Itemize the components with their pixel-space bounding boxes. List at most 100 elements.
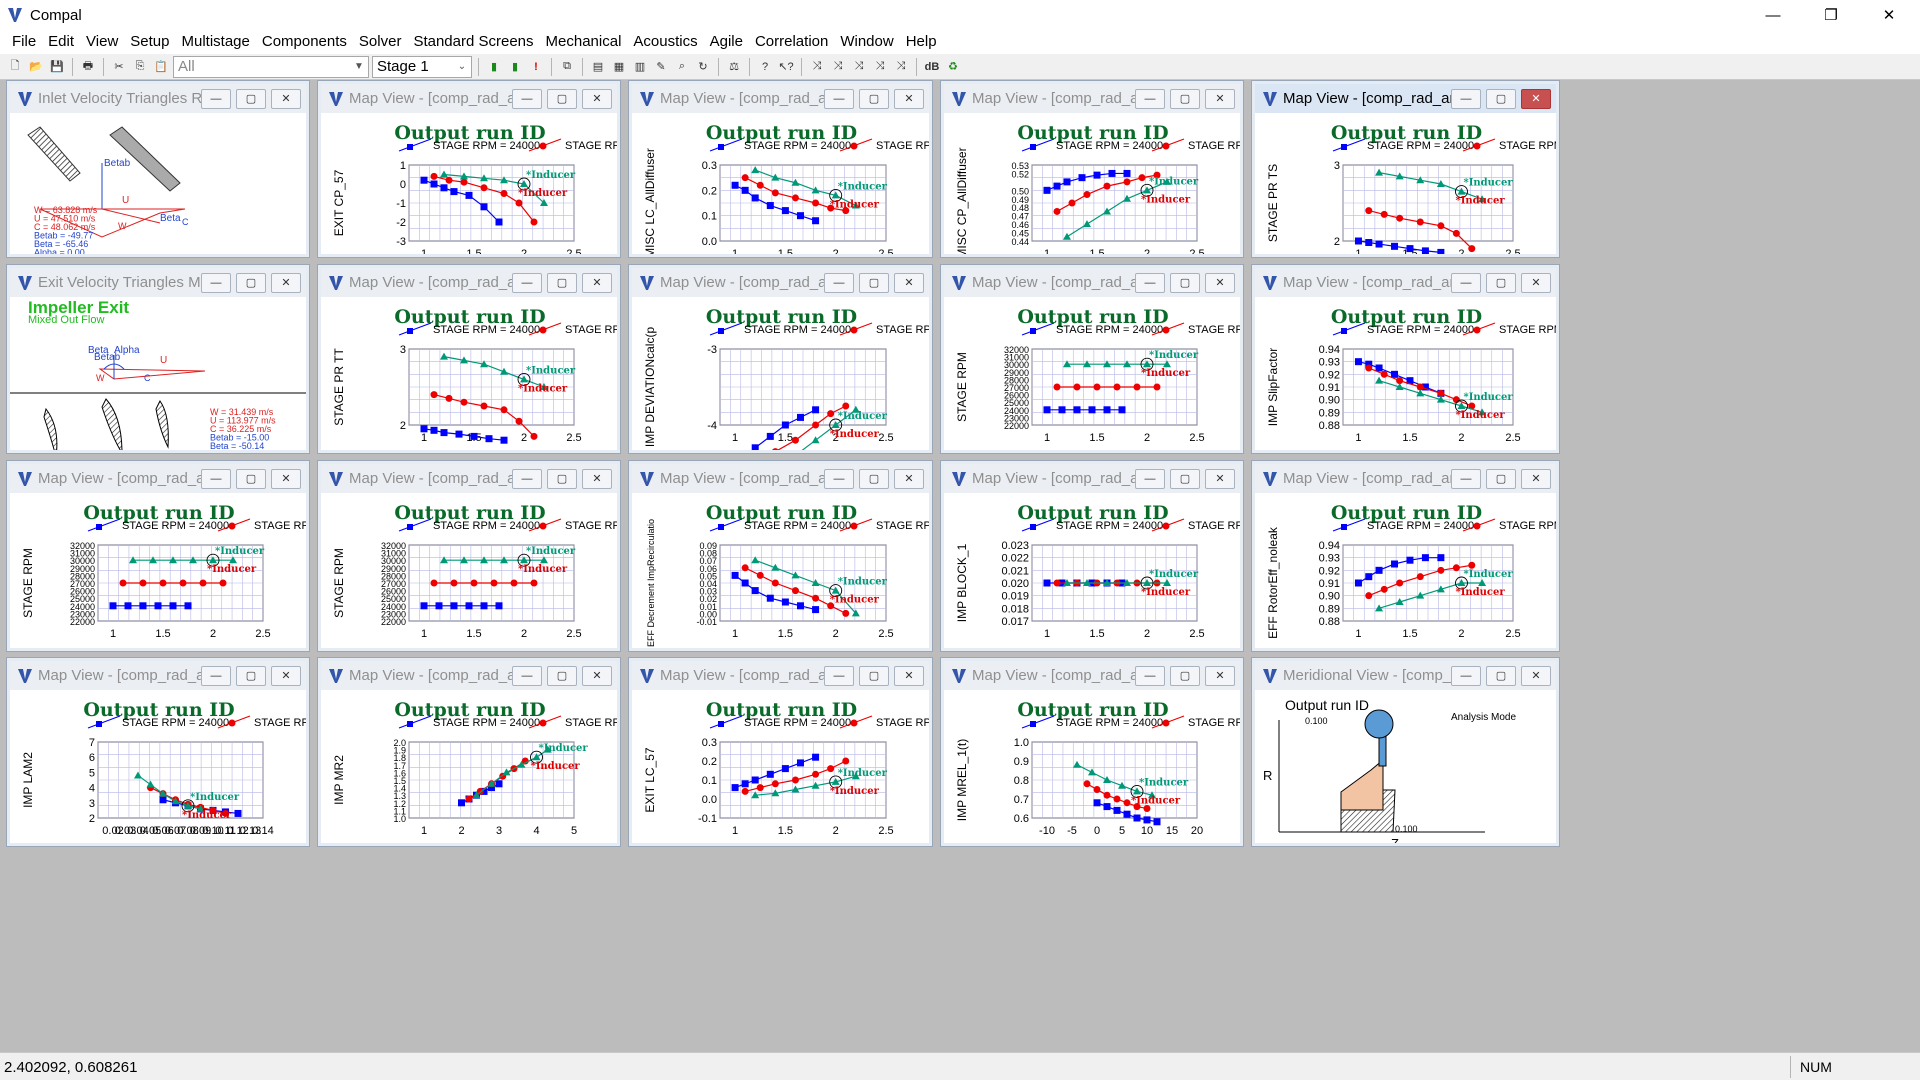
window-minimize-button[interactable]: — bbox=[512, 665, 542, 686]
window-caption[interactable]: Map View - [comp_rad_an...—▢✕ bbox=[10, 464, 306, 493]
map-icon-1[interactable]: ⤨ bbox=[812, 60, 822, 72]
recycle-icon[interactable]: ♻ bbox=[948, 61, 958, 73]
mdi-window-w16[interactable]: Map View - [comp_rad_an...—▢✕ Output run … bbox=[6, 657, 310, 847]
window-minimize-button[interactable]: — bbox=[512, 468, 542, 489]
window-close-button[interactable]: ✕ bbox=[894, 665, 924, 686]
window-caption[interactable]: Map View - [comp_rad_an...—▢✕ bbox=[632, 661, 929, 690]
balance-icon[interactable]: ⚖ bbox=[729, 61, 739, 73]
window-caption[interactable]: Map View - [comp_rad_an...—▢✕ bbox=[944, 268, 1240, 297]
mdi-window-w8[interactable]: Map View - [comp_rad_an...—▢✕ Output run … bbox=[628, 264, 933, 454]
mdi-window-w10[interactable]: Map View - [comp_rad_an...—▢✕ Output run … bbox=[1251, 264, 1560, 454]
window-maximize-button[interactable]: ▢ bbox=[1486, 88, 1516, 109]
mdi-window-w20[interactable]: Meridional View - [comp_... — ▢ ✕ Output run… bbox=[1251, 657, 1560, 847]
paste-icon[interactable]: 📋 bbox=[154, 61, 168, 73]
window-minimize-button[interactable]: — bbox=[201, 272, 231, 293]
window-close-button[interactable]: ✕ bbox=[582, 468, 612, 489]
window-close-button[interactable]: ✕ bbox=[1205, 88, 1235, 109]
menu-help[interactable]: Help bbox=[905, 33, 937, 50]
window-close-button[interactable]: ✕ bbox=[1521, 665, 1551, 686]
window-close-button[interactable]: ✕ bbox=[1205, 468, 1235, 489]
window-minimize-button[interactable]: — bbox=[1451, 665, 1481, 686]
decibel-button[interactable]: dB bbox=[924, 60, 940, 73]
print-icon[interactable]: 🖶 bbox=[82, 60, 94, 72]
window-close-button[interactable]: ✕ bbox=[271, 468, 301, 489]
restore-button[interactable]: ❐ bbox=[1824, 7, 1838, 24]
window-caption[interactable]: Map View - [comp_rad_an...—▢✕ bbox=[10, 661, 306, 690]
run-green2-icon[interactable]: ▮ bbox=[511, 61, 519, 73]
window-close-button[interactable]: ✕ bbox=[582, 88, 612, 109]
copy-icon[interactable]: ⎘ bbox=[135, 60, 145, 72]
window-minimize-button[interactable]: — bbox=[824, 88, 854, 109]
window-maximize-button[interactable]: ▢ bbox=[547, 468, 577, 489]
mdi-window-w4[interactable]: Map View - [comp_rad_an...—▢✕ Output run … bbox=[940, 80, 1244, 258]
mdi-window-w5[interactable]: Map View - [comp_rad_an...—▢✕ Output run … bbox=[1251, 80, 1560, 258]
window-caption[interactable]: Map View - [comp_rad_an...—▢✕ bbox=[944, 464, 1240, 493]
window-caption[interactable]: Map View - [comp_rad_an...—▢✕ bbox=[1255, 268, 1556, 297]
window-caption[interactable]: Map View - [comp_rad_an...—▢✕ bbox=[1255, 464, 1556, 493]
window-maximize-button[interactable]: ▢ bbox=[1486, 468, 1516, 489]
filter-select[interactable]: All ▼ bbox=[173, 55, 369, 78]
mdi-window-w19[interactable]: Map View - [comp_rad_an...—▢✕ Output run … bbox=[940, 657, 1244, 847]
edit-icon[interactable]: ✎ bbox=[656, 61, 666, 73]
open-folder-icon[interactable]: 📂 bbox=[29, 61, 43, 73]
window-minimize-button[interactable]: — bbox=[201, 665, 231, 686]
menu-standard-screens[interactable]: Standard Screens bbox=[413, 33, 534, 50]
window-maximize-button[interactable]: ▢ bbox=[236, 665, 266, 686]
window-caption[interactable]: Meridional View - [comp_... — ▢ ✕ bbox=[1255, 661, 1556, 690]
window-close-button[interactable]: ✕ bbox=[582, 272, 612, 293]
window-maximize-button[interactable]: ▢ bbox=[859, 272, 889, 293]
window-maximize-button[interactable]: ▢ bbox=[547, 665, 577, 686]
mdi-window-w14[interactable]: Map View - [comp_rad_an...—▢✕ Output run … bbox=[940, 460, 1244, 652]
mdi-window-w18[interactable]: Map View - [comp_rad_an...—▢✕ Output run … bbox=[628, 657, 933, 847]
menu-multistage[interactable]: Multistage bbox=[181, 33, 250, 50]
window-caption[interactable]: Map View - [comp_rad_an...—▢✕ bbox=[321, 661, 617, 690]
window-caption[interactable]: Map View - [comp_rad_an...—▢✕ bbox=[321, 84, 617, 113]
mdi-window-w17[interactable]: Map View - [comp_rad_an...—▢✕ Output run … bbox=[317, 657, 621, 847]
window-close-button[interactable]: ✕ bbox=[894, 468, 924, 489]
window-minimize-button[interactable]: — bbox=[1451, 272, 1481, 293]
mdi-window-w7[interactable]: Map View - [comp_rad_an...—▢✕ Output run … bbox=[317, 264, 621, 454]
window-maximize-button[interactable]: ▢ bbox=[236, 272, 266, 293]
window-close-button[interactable]: ✕ bbox=[271, 272, 301, 293]
window-caption[interactable]: Map View - [comp_rad_an...—▢✕ bbox=[632, 84, 929, 113]
window-minimize-button[interactable]: — bbox=[1451, 88, 1481, 109]
menu-window[interactable]: Window bbox=[840, 33, 894, 50]
windows-icon[interactable]: ⧉ bbox=[563, 60, 571, 72]
window-caption[interactable]: Inlet Velocity Triangles R... — ▢ ✕ bbox=[10, 84, 306, 113]
run-green-icon[interactable]: ▮ bbox=[490, 61, 498, 73]
context-help-icon[interactable]: ↖? bbox=[778, 61, 794, 73]
save-icon[interactable]: 💾 bbox=[50, 61, 64, 73]
window-minimize-button[interactable]: — bbox=[1135, 468, 1165, 489]
window-close-button[interactable]: ✕ bbox=[271, 665, 301, 686]
menu-components[interactable]: Components bbox=[261, 33, 347, 50]
window-maximize-button[interactable]: ▢ bbox=[1170, 88, 1200, 109]
window-maximize-button[interactable]: ▢ bbox=[547, 88, 577, 109]
help-icon[interactable]: ? bbox=[761, 60, 769, 73]
window-minimize-button[interactable]: — bbox=[824, 272, 854, 293]
window-close-button[interactable]: ✕ bbox=[1521, 88, 1551, 109]
refresh-icon[interactable]: ↻ bbox=[698, 61, 708, 73]
table-icon[interactable]: ▦ bbox=[613, 61, 625, 73]
menu-agile[interactable]: Agile bbox=[709, 33, 743, 50]
window-close-button[interactable]: ✕ bbox=[1521, 468, 1551, 489]
window-maximize-button[interactable]: ▢ bbox=[1170, 272, 1200, 293]
window-close-button[interactable]: ✕ bbox=[1205, 272, 1235, 293]
map-icon-4[interactable]: ⤨ bbox=[875, 60, 885, 72]
window-minimize-button[interactable]: — bbox=[512, 272, 542, 293]
mdi-window-w11[interactable]: Map View - [comp_rad_an...—▢✕ Output run … bbox=[6, 460, 310, 652]
mdi-window-w9[interactable]: Map View - [comp_rad_an...—▢✕ Output run … bbox=[940, 264, 1244, 454]
window-caption[interactable]: Map View - [comp_rad_an...—▢✕ bbox=[321, 268, 617, 297]
window-close-button[interactable]: ✕ bbox=[582, 665, 612, 686]
mdi-window-w15[interactable]: Map View - [comp_rad_an...—▢✕ Output run … bbox=[1251, 460, 1560, 652]
window-minimize-button[interactable]: — bbox=[201, 88, 231, 109]
